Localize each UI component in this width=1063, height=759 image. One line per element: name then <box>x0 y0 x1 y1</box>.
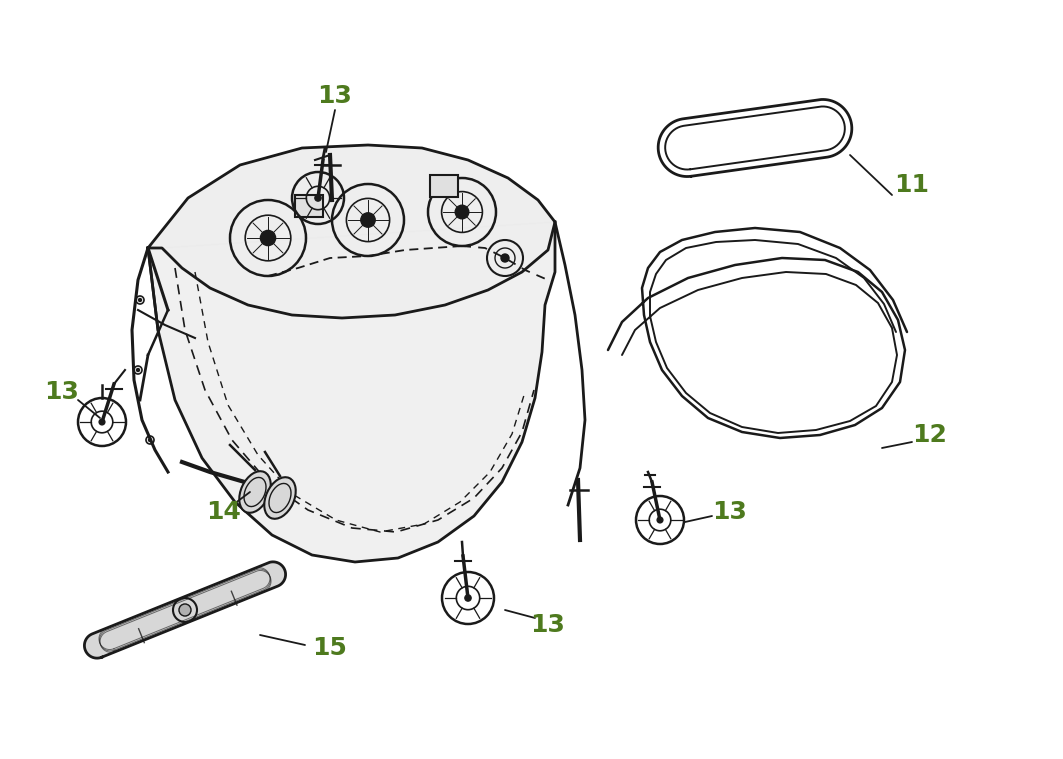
Bar <box>431 175 458 197</box>
Ellipse shape <box>239 471 271 513</box>
Bar <box>296 195 323 217</box>
Ellipse shape <box>265 477 296 519</box>
Circle shape <box>136 369 139 371</box>
Text: 13: 13 <box>45 380 80 404</box>
Circle shape <box>260 231 275 246</box>
Circle shape <box>465 595 471 601</box>
Circle shape <box>149 439 152 442</box>
Text: 11: 11 <box>894 173 929 197</box>
Circle shape <box>501 254 509 262</box>
Polygon shape <box>148 145 555 318</box>
Text: 13: 13 <box>318 84 353 108</box>
Circle shape <box>455 205 469 219</box>
Circle shape <box>179 604 191 616</box>
Polygon shape <box>84 562 286 658</box>
Circle shape <box>99 419 105 425</box>
Text: 13: 13 <box>712 500 747 524</box>
Text: 14: 14 <box>206 500 241 524</box>
Text: 15: 15 <box>313 636 348 660</box>
Circle shape <box>138 298 141 301</box>
Text: 12: 12 <box>912 423 947 447</box>
Text: 13: 13 <box>530 613 566 637</box>
Circle shape <box>360 213 375 227</box>
Circle shape <box>657 517 663 523</box>
Circle shape <box>315 195 321 201</box>
Polygon shape <box>148 145 555 562</box>
